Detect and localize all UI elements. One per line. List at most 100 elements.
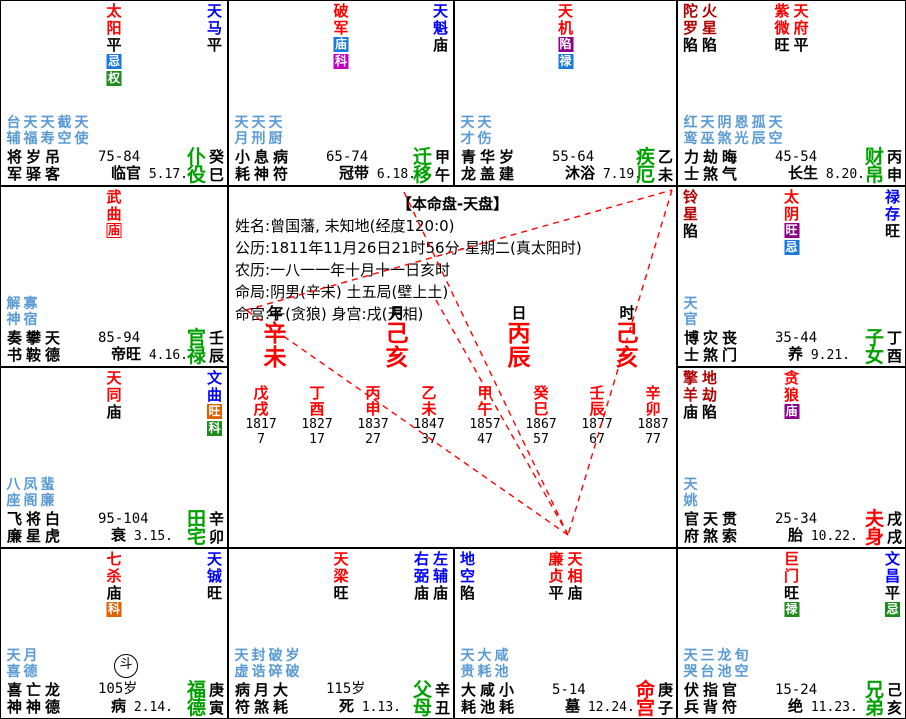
minor-stars: 天月天刑天厨 bbox=[233, 115, 284, 147]
minor-stars-item: 天贵 bbox=[460, 648, 475, 680]
god-stars: 力士劫煞晦气 bbox=[682, 149, 739, 183]
god-stars-item: 小耗 bbox=[234, 148, 250, 183]
decade-range[interactable]: 15-24 bbox=[775, 682, 818, 698]
main-star-group: 廉贞平天相庙 bbox=[547, 551, 585, 602]
minor-stars-item: 封诰 bbox=[251, 648, 266, 680]
palace-name[interactable]: 仆役 bbox=[186, 146, 206, 186]
palace-fumu[interactable]: 天梁旺 右弼庙左辅庙天虚封诰破碎岁破病符月煞大耗 115岁死 1.13. 父母辛丑 bbox=[228, 548, 454, 719]
star-char: 天 bbox=[206, 2, 222, 20]
brightness: 平 bbox=[884, 584, 900, 602]
minor-stars-item: 大耗 bbox=[477, 648, 492, 680]
palace-minggong[interactable]: 地空陷 廉贞平天相庙天贵大耗咸池大耗咸池小耗 5-14 墓 12.24. 命宫庚子 bbox=[454, 548, 677, 719]
dayun-6[interactable]: 壬辰 1877 67 bbox=[581, 384, 613, 447]
dayun-5[interactable]: 癸巳 1867 57 bbox=[525, 384, 557, 447]
palace-name[interactable]: 疾厄 bbox=[635, 146, 655, 186]
palace-jie[interactable]: 天机陷禄天才天伤青龙华盖岁建 55-64 沐浴 7.19. 疾厄乙未 bbox=[454, 0, 677, 186]
decade-range[interactable]: 5-14 bbox=[552, 682, 586, 698]
decade-range[interactable]: 25-34 bbox=[775, 511, 818, 527]
palace-ganzhi: 庚寅 bbox=[208, 681, 224, 717]
star-column: 天同庙 bbox=[105, 370, 124, 421]
star-char: 铃 bbox=[682, 188, 698, 206]
palace-name[interactable]: 田宅 bbox=[186, 508, 206, 548]
minor-stars: 天官 bbox=[682, 296, 699, 328]
palace-xiongdi[interactable]: 巨门旺禄 文昌平忌天哭三台龙池旬空伏兵指背官符 15-24 绝 11.23. 兄弟己亥 bbox=[677, 548, 906, 719]
palace-ganzhi: 戌戌 bbox=[886, 510, 902, 546]
palace-zinv[interactable]: 铃星陷 太阴旺忌 禄存旺天官博士灾煞丧门 35-44 养 9.21. 子女丁酉 bbox=[677, 186, 906, 367]
star-char: 禄 bbox=[884, 188, 900, 206]
god-stars-item: 博士 bbox=[683, 329, 699, 364]
main-star-group: 太阳平忌权 bbox=[105, 3, 124, 88]
palace-name[interactable]: 子女 bbox=[864, 327, 884, 367]
minor-star-group-right: 天铖旺 bbox=[205, 551, 224, 602]
god-stars-item: 白虎 bbox=[44, 510, 60, 545]
sihua-badge: 禄 bbox=[558, 54, 573, 69]
decade-range[interactable]: 55-64 bbox=[552, 149, 595, 165]
star-column: 禄存旺 bbox=[883, 189, 902, 240]
god-stars: 大耗咸池小耗 bbox=[459, 682, 516, 716]
minor-stars-item: 截空 bbox=[57, 115, 72, 147]
god-stars-item: 将军 bbox=[6, 148, 22, 183]
god-stars-item: 月煞 bbox=[253, 681, 269, 716]
sihua-badge: 科 bbox=[106, 602, 122, 617]
minor-stars-item: 天使 bbox=[74, 115, 89, 147]
palace-fuqi[interactable]: 擎羊庙地劫陷贪狼庙天姚官府天煞贯索 25-34 胎 10.22. 夫身戌戌 bbox=[677, 367, 906, 548]
star-char: 星 bbox=[701, 19, 717, 37]
palace-ganzhi: 庚子 bbox=[657, 681, 673, 717]
star-char: 天 bbox=[333, 550, 349, 568]
star-column: 七杀庙科 bbox=[105, 551, 124, 619]
decade-range[interactable]: 115岁 bbox=[326, 681, 366, 697]
god-stars: 官府天煞贯索 bbox=[682, 511, 739, 545]
star-char: 门 bbox=[783, 567, 799, 585]
palace-guanlu[interactable]: 武曲庙解神寡宿奏书攀鞍天德 85-94 帝旺 4.16. 官禄壬辰 bbox=[0, 186, 228, 367]
palace-name[interactable]: 夫身 bbox=[864, 508, 884, 548]
minor-stars-item: 天巫 bbox=[700, 115, 715, 147]
palace-name[interactable]: 官禄 bbox=[186, 327, 206, 367]
palace-ganzhi: 甲午 bbox=[434, 148, 450, 184]
brightness: 旺 bbox=[884, 222, 900, 240]
decade-range[interactable]: 45-54 bbox=[775, 149, 818, 165]
palace-name[interactable]: 兄弟 bbox=[864, 679, 884, 719]
god-stars-item: 喜神 bbox=[6, 681, 22, 716]
minor-stars-item: 月德 bbox=[23, 648, 38, 680]
palace-name[interactable]: 父母 bbox=[412, 679, 432, 719]
palace-name[interactable]: 命宫 bbox=[635, 679, 655, 719]
dayun-7[interactable]: 辛卯 1887 77 bbox=[637, 384, 669, 447]
dayun-2[interactable]: 丙申 1837 27 bbox=[357, 384, 389, 447]
star-column: 右弼庙 bbox=[412, 551, 431, 602]
life-stage: 养 9.21. bbox=[788, 345, 850, 363]
dayun-0[interactable]: 戊戌 1817 7 bbox=[245, 384, 277, 447]
minor-stars-item: 天刑 bbox=[251, 115, 266, 147]
decade-range[interactable]: 75-84 bbox=[98, 149, 141, 165]
god-stars-item: 攀鞍 bbox=[25, 329, 41, 364]
god-stars: 奏书攀鞍天德 bbox=[5, 330, 62, 364]
dayun-4[interactable]: 甲午 1857 47 bbox=[469, 384, 501, 447]
brightness: 庙 bbox=[106, 584, 122, 602]
palace-puyi[interactable]: 太阳平忌权 天马平台辅天福天寿截空天使将军岁驿吊客 75-84 临官 5.17. 仆役癸… bbox=[0, 0, 228, 186]
sihua-badge: 庙 bbox=[784, 404, 799, 419]
star-column: 天府平 bbox=[792, 3, 811, 54]
god-stars: 青龙华盖岁建 bbox=[459, 149, 516, 183]
dayun-1[interactable]: 丁酉 1827 17 bbox=[301, 384, 333, 447]
star-column: 廉贞平 bbox=[547, 551, 566, 602]
palace-name[interactable]: 财帛 bbox=[864, 146, 884, 186]
palace-caibo[interactable]: 陀罗陷火星陷 紫微旺天府平红鸾天巫阴煞恩光孤辰天空力士劫煞晦气 45-54 长生 8.… bbox=[677, 0, 906, 186]
palace-name[interactable]: 福德 bbox=[186, 679, 206, 719]
god-stars-item: 贯索 bbox=[721, 510, 737, 545]
palace-qianyi[interactable]: 破军庙科 天魁庙天月天刑天厨小耗息神病符 65-74 冠带 6.18. 迁移甲午 bbox=[228, 0, 454, 186]
star-char: 擎 bbox=[682, 369, 698, 387]
decade-range[interactable]: 35-44 bbox=[775, 330, 818, 346]
palace-name[interactable]: 迁移 bbox=[412, 146, 432, 186]
life-stage: 病 2.14. bbox=[111, 697, 173, 715]
palace-tianzhai[interactable]: 天同庙 文曲旺科八座凤阁蜚廉飞廉将星白虎 95-104 衰 3.15. 田宅辛卯 bbox=[0, 367, 228, 548]
decade-range[interactable]: 95-104 bbox=[98, 511, 149, 527]
decade-range[interactable]: 65-74 bbox=[326, 149, 369, 165]
decade-range[interactable]: 85-94 bbox=[98, 330, 141, 346]
decade-range[interactable]: 105岁 bbox=[98, 681, 138, 697]
star-column: 文昌平忌 bbox=[883, 551, 902, 619]
star-column: 地劫陷 bbox=[700, 370, 719, 421]
palace-fude[interactable]: 七杀庙科 天铖旺天喜月德喜神亡神龙德 105岁病 2.14. 斗福德庚寅 bbox=[0, 548, 228, 719]
star-column: 天马平 bbox=[205, 3, 224, 54]
dayun-3[interactable]: 乙未 1847 37 bbox=[413, 384, 445, 447]
main-star-group: 天同庙 bbox=[105, 370, 124, 421]
brightness: 平 bbox=[206, 36, 222, 54]
